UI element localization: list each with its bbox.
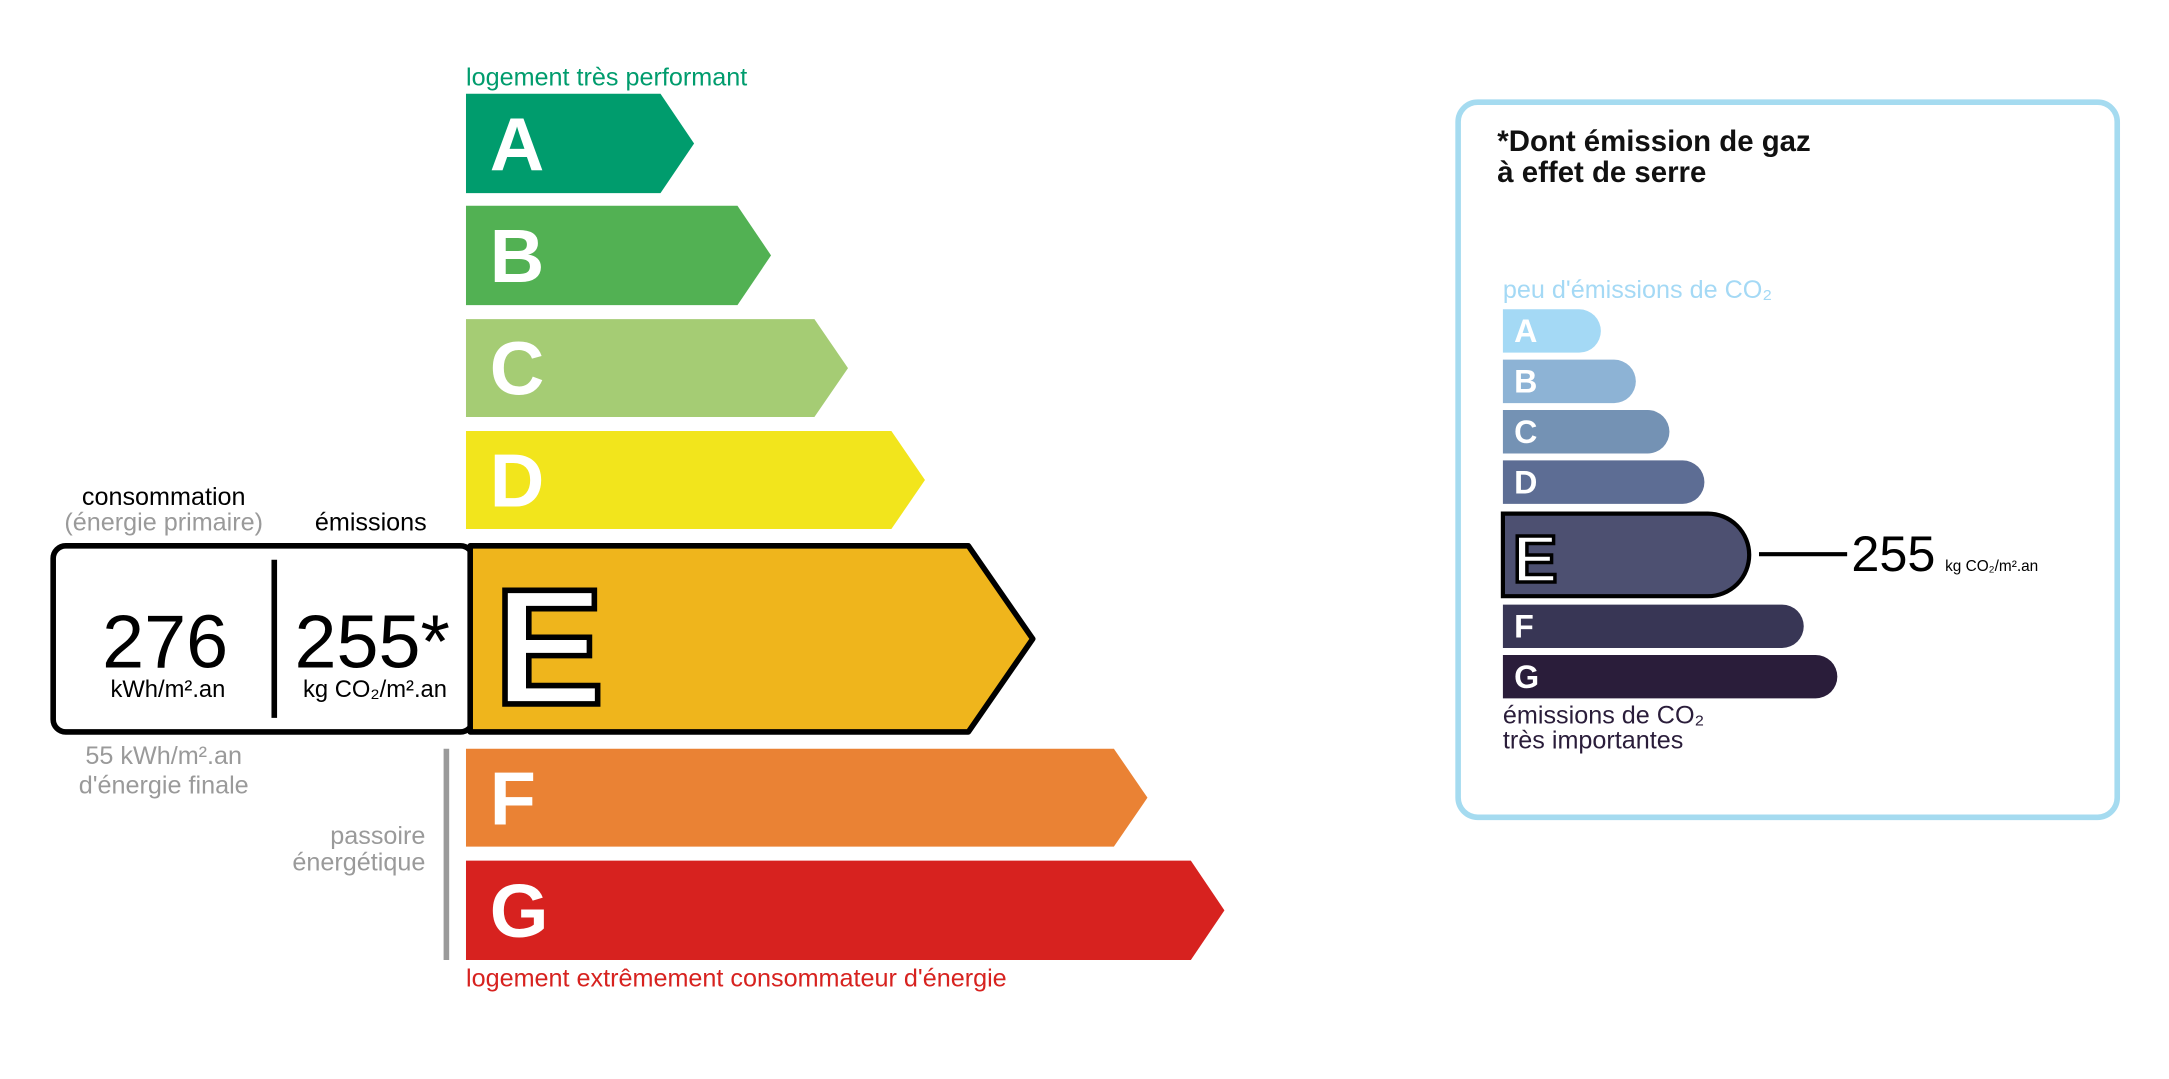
ges-value: 255 — [1851, 525, 1935, 582]
energy-class-letter: D — [490, 440, 545, 524]
consumption-header: consommation — [82, 483, 246, 511]
ges-class-bar — [1502, 604, 1804, 648]
energy-class-bar — [465, 431, 925, 530]
ges-panel: *Dont émission de gaz à effet de serre p… — [1455, 99, 2121, 821]
ges-class-letter: A — [1514, 313, 1537, 349]
ges-class-bar — [1502, 309, 1601, 353]
energy-class-bar — [467, 542, 1036, 735]
passoire-label: passoire — [330, 822, 425, 850]
ges-class-bar — [1502, 359, 1636, 404]
ges-unit: kg CO₂/m².an — [1945, 558, 2038, 575]
energy-class-letter: F — [490, 757, 536, 841]
ges-class-letter: E — [1513, 522, 1558, 597]
energy-scale: logement très performant logement extrêm… — [50, 63, 1225, 993]
energy-class-letter: A — [490, 103, 545, 187]
ges-bottom-label: très importantes — [1503, 727, 1683, 755]
ges-title: à effet de serre — [1497, 156, 1706, 189]
energy-class-letter: B — [490, 215, 545, 299]
final-energy: 55 kWh/m².an — [85, 742, 242, 770]
ges-class-bar — [1502, 654, 1838, 699]
ges-class-letter: F — [1514, 608, 1534, 644]
emissions-value: 255* — [295, 601, 450, 685]
ges-class-bar — [1500, 511, 1752, 599]
consumption-value: 276 — [102, 601, 228, 685]
emissions-header: émissions — [315, 508, 427, 536]
ges-class-bar — [1502, 460, 1705, 504]
consumption-unit: kWh/m².an — [110, 676, 225, 703]
passoire-label: énergétique — [292, 848, 425, 876]
energy-class-bar — [465, 205, 772, 306]
energy-class-bar — [465, 748, 1148, 847]
top-label: logement très performant — [466, 63, 747, 91]
energy-class-letter: C — [490, 328, 545, 412]
ges-class-letter: G — [1514, 659, 1539, 695]
ges-class-letter: D — [1514, 464, 1537, 500]
energy-class-bar — [465, 319, 849, 418]
final-energy: d'énergie finale — [79, 771, 249, 799]
ges-class-bar — [1502, 410, 1670, 454]
energy-class-letter: E — [494, 555, 604, 739]
consumption-sub: (énergie primaire) — [64, 508, 263, 536]
ges-bottom-label: émissions de CO₂ — [1503, 702, 1704, 730]
ges-frame — [1455, 99, 2121, 821]
emissions-unit: kg CO₂/m².an — [303, 676, 447, 703]
energy-class-bar — [465, 93, 695, 194]
ges-class-letter: B — [1514, 364, 1537, 400]
energy-class-letter: G — [490, 870, 549, 954]
bottom-label: logement extrêmement consommateur d'éner… — [466, 965, 1007, 993]
ges-top-label: peu d'émissions de CO₂ — [1503, 276, 1772, 304]
ges-class-letter: C — [1514, 414, 1537, 450]
energy-class-bar — [465, 860, 1225, 961]
ges-title: *Dont émission de gaz — [1497, 125, 1810, 158]
